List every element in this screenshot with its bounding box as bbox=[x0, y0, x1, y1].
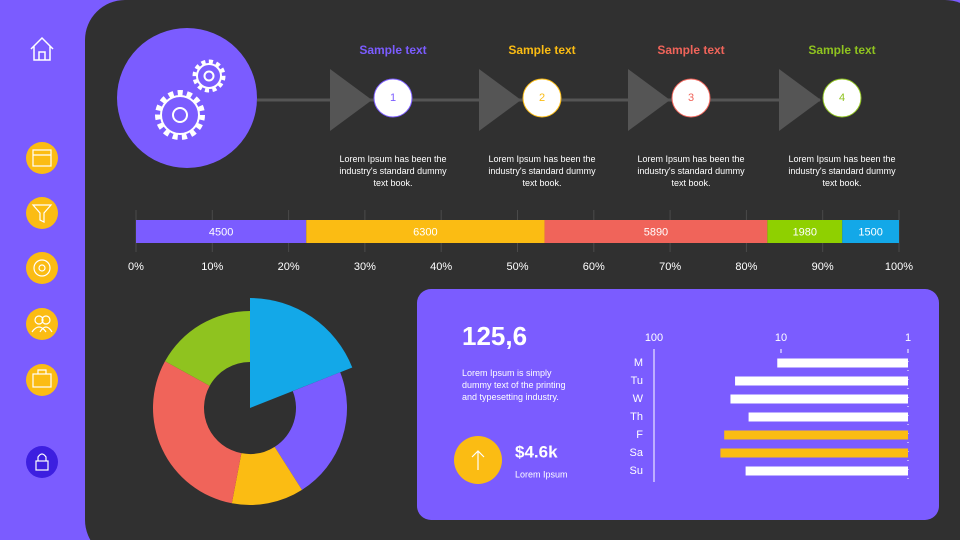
bar bbox=[748, 412, 908, 422]
x-tick-label: 100 bbox=[645, 332, 663, 344]
step-text: Lorem Ipsum has been the industry's stan… bbox=[488, 154, 596, 188]
bar bbox=[745, 466, 908, 476]
bar-segment bbox=[136, 220, 307, 243]
step-circle bbox=[671, 78, 711, 118]
stat-value: 125,6 bbox=[462, 321, 527, 351]
x-tick-label: 10% bbox=[201, 261, 223, 273]
step-title: Sample text bbox=[508, 43, 575, 57]
y-tick-label: Th bbox=[630, 411, 643, 423]
bar-segment bbox=[306, 220, 545, 243]
x-tick-label: 20% bbox=[278, 261, 300, 273]
stats-panel bbox=[417, 289, 939, 520]
arrow-triangle bbox=[779, 69, 821, 131]
x-tick-label: 80% bbox=[735, 261, 757, 273]
up-arrow bbox=[471, 450, 485, 470]
arrow-triangle bbox=[330, 69, 372, 131]
donut-segment bbox=[152, 361, 242, 504]
bar bbox=[724, 430, 908, 440]
step-number: 1 bbox=[390, 92, 396, 104]
filter-button[interactable] bbox=[26, 197, 58, 229]
x-tick-label: 40% bbox=[430, 261, 452, 273]
step-circle bbox=[822, 78, 862, 118]
step-title: Sample text bbox=[808, 43, 875, 57]
bar-segment bbox=[767, 220, 843, 243]
users-button[interactable] bbox=[26, 308, 58, 340]
briefcase-button[interactable] bbox=[26, 364, 58, 396]
bar bbox=[777, 358, 908, 368]
donut-segment bbox=[231, 446, 302, 505]
gear-icon bbox=[155, 59, 226, 140]
x-tick-label: 70% bbox=[659, 261, 681, 273]
sidebar-icons bbox=[26, 142, 58, 478]
calendar-button[interactable] bbox=[26, 142, 58, 174]
y-tick-label: Su bbox=[630, 465, 643, 477]
value-label: 5890 bbox=[644, 226, 668, 238]
x-tick-label: 60% bbox=[583, 261, 605, 273]
value-label: 6300 bbox=[413, 226, 437, 238]
home-icon[interactable] bbox=[30, 36, 54, 61]
step-number: 4 bbox=[839, 92, 845, 104]
y-tick-label: Tu bbox=[631, 375, 643, 387]
x-tick-label: 1 bbox=[905, 332, 911, 344]
step-circle bbox=[522, 78, 562, 118]
bar-segment bbox=[544, 220, 768, 243]
step-number: 2 bbox=[539, 92, 545, 104]
step-circle bbox=[373, 78, 413, 118]
value-label: 1500 bbox=[858, 226, 882, 238]
y-tick-label: F bbox=[636, 429, 643, 441]
settings-button[interactable] bbox=[26, 252, 58, 284]
value-label: 4500 bbox=[209, 226, 233, 238]
x-tick-label: 50% bbox=[506, 261, 528, 273]
lock-button[interactable] bbox=[26, 446, 58, 478]
y-tick-label: Sa bbox=[630, 447, 644, 459]
bar-segment bbox=[842, 220, 899, 243]
x-tick-label: 30% bbox=[354, 261, 376, 273]
donut-segment bbox=[164, 310, 250, 386]
value-label: 1980 bbox=[793, 226, 817, 238]
bar bbox=[730, 394, 908, 404]
step-text: Lorem Ipsum has been the industry's stan… bbox=[637, 154, 745, 188]
y-tick-label: W bbox=[633, 393, 644, 405]
amount-label: Lorem Ipsum bbox=[515, 469, 568, 479]
bar bbox=[735, 376, 908, 386]
step-title: Sample text bbox=[359, 43, 426, 57]
amount: $4.6k bbox=[515, 442, 558, 461]
donut-segment bbox=[250, 298, 353, 408]
arrow-triangle bbox=[479, 69, 521, 131]
stat-text: Lorem Ipsum is simply dummy text of the … bbox=[462, 368, 566, 402]
donut-segment bbox=[274, 372, 347, 490]
step-text: Lorem Ipsum has been the industry's stan… bbox=[788, 154, 896, 188]
x-tick-label: 90% bbox=[812, 261, 834, 273]
step-number: 3 bbox=[688, 92, 694, 104]
x-tick-label: 0% bbox=[128, 261, 144, 273]
arrow-triangle bbox=[628, 69, 670, 131]
bar bbox=[720, 448, 908, 458]
x-tick-label: 100% bbox=[885, 261, 913, 273]
y-tick-label: M bbox=[634, 357, 643, 369]
step-text: Lorem Ipsum has been the industry's stan… bbox=[339, 154, 447, 188]
step-title: Sample text bbox=[657, 43, 724, 57]
x-tick-label: 10 bbox=[775, 332, 787, 344]
